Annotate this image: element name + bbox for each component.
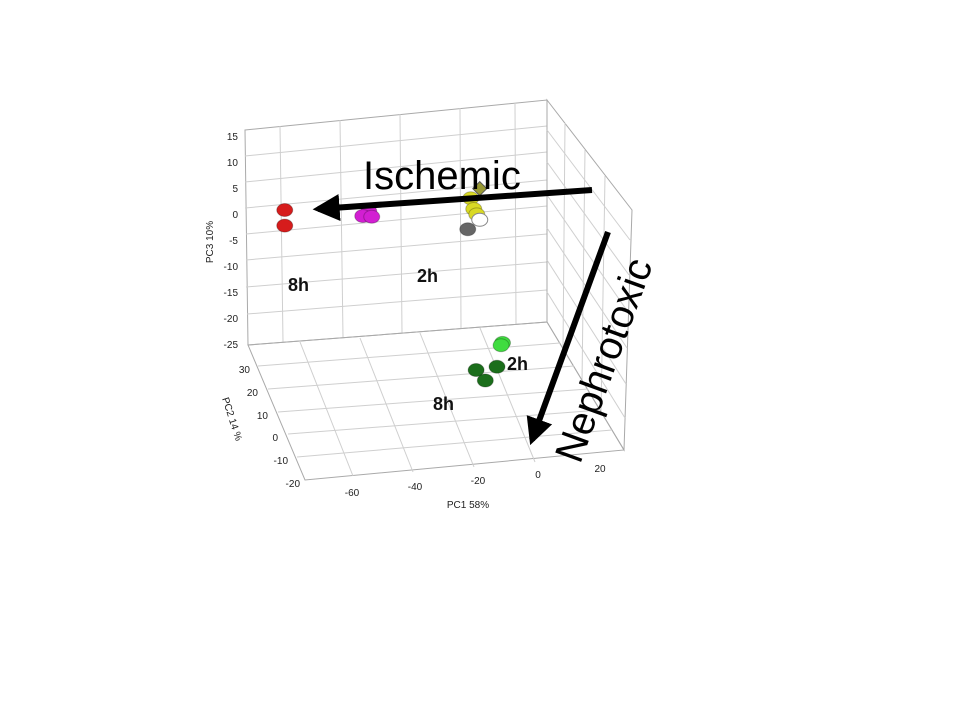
pc3-tick: 5 [232, 184, 238, 195]
data-point [276, 218, 294, 233]
pc3-tick: -15 [224, 288, 239, 299]
ischemic-label: Ischemic [363, 154, 521, 198]
pc1-tick: -20 [471, 476, 486, 487]
pc2-tick: 0 [272, 433, 278, 444]
pc3-axis-label: PC3 10% [205, 221, 216, 263]
pc3-tick: 10 [227, 158, 239, 169]
pc1-tick: 0 [535, 470, 541, 481]
time-label: 2h [417, 266, 438, 286]
pc3-tick: -5 [229, 236, 238, 247]
pc1-tick: -60 [345, 488, 360, 499]
pc3-tick: 0 [232, 210, 238, 221]
pc1-tick: -40 [408, 482, 423, 493]
pc2-tick: -10 [274, 456, 289, 467]
data-point [459, 222, 477, 237]
time-label: 8h [433, 394, 454, 414]
pc1-ticks: -60 -40 -20 0 20 [345, 464, 606, 499]
back-wall-grid [244, 102, 548, 343]
data-point [471, 212, 489, 227]
data-point [276, 203, 294, 218]
data-point [488, 359, 506, 374]
pc3-tick: -10 [224, 262, 239, 273]
pc2-axis-label: PC2 14 % [219, 396, 243, 442]
floor-grid [257, 327, 613, 477]
floor-frame [247, 321, 625, 481]
pc1-axis-label: PC1 58% [447, 500, 489, 511]
nephrotoxic-arrow [526, 230, 611, 446]
pc2-ticks: 30 20 10 0 -10 -20 [239, 365, 301, 490]
pc3-ticks: 15 10 5 0 -5 -10 -15 -20 -25 [224, 132, 239, 351]
data-point [476, 373, 494, 388]
ischemic-arrow [312, 187, 593, 221]
time-label: 2h [507, 354, 528, 374]
data-point [492, 338, 510, 353]
pc3-tick: 15 [227, 132, 239, 143]
time-label: 8h [288, 275, 309, 295]
data-point [363, 209, 381, 224]
pc2-tick: 20 [247, 388, 259, 399]
data-point [467, 363, 485, 378]
data-points [276, 180, 511, 388]
pc1-tick: 20 [594, 464, 606, 475]
pc3-tick: -25 [224, 340, 239, 351]
pc2-tick: 10 [257, 411, 269, 422]
pc3-tick: -20 [224, 314, 239, 325]
pc2-tick: -20 [286, 479, 301, 490]
pc2-tick: 30 [239, 365, 251, 376]
